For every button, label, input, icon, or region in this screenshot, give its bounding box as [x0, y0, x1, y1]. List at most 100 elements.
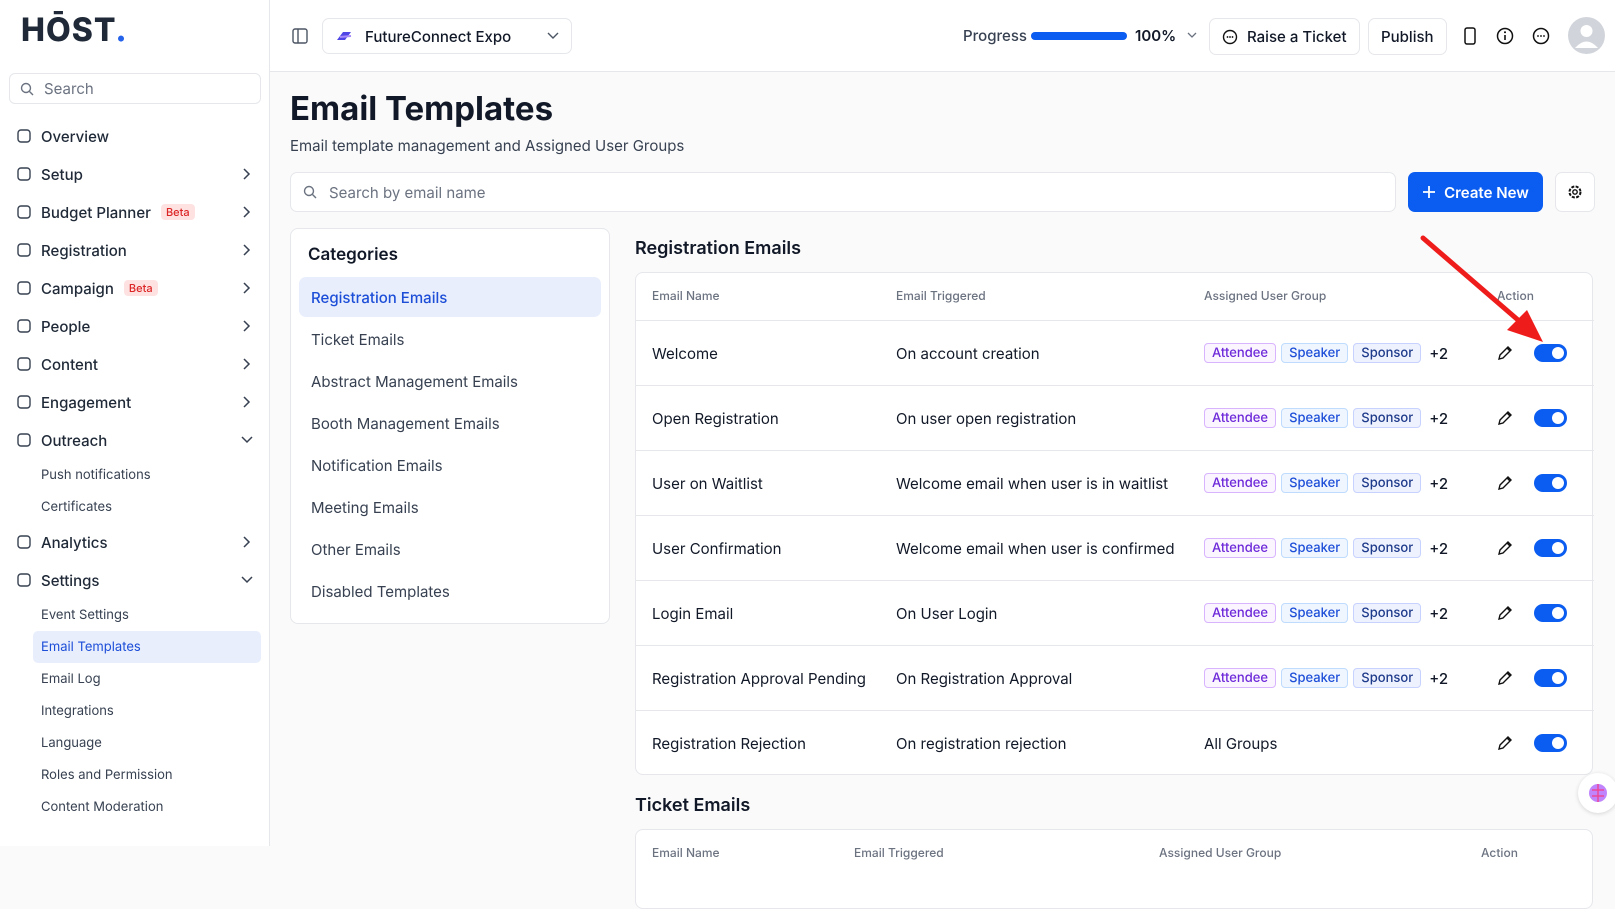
- nav-item[interactable]: Registration: [0, 231, 270, 269]
- email-search[interactable]: Search by email name: [290, 172, 1396, 212]
- assistant-button[interactable]: [1578, 773, 1615, 813]
- nav-icon: [17, 281, 31, 295]
- nav: Overview Setup Budget Planner Beta Registrat…: [0, 117, 270, 823]
- nav-item[interactable]: Analytics: [0, 523, 270, 561]
- mobile-icon[interactable]: [1463, 27, 1477, 45]
- nav-subitem[interactable]: Event Settings: [41, 607, 129, 623]
- nav-item[interactable]: Setup: [0, 155, 270, 193]
- nav-chevron: [243, 358, 251, 370]
- nav-label: Registration: [41, 240, 127, 260]
- group-tag: Speaker: [1281, 343, 1349, 363]
- category-item[interactable]: Notification Emails: [311, 455, 443, 475]
- category-item[interactable]: Disabled Templates: [311, 581, 450, 601]
- nav-subitem[interactable]: Email Log: [41, 671, 101, 687]
- nav-chevron: [243, 244, 251, 256]
- section-title: Ticket Emails: [635, 795, 751, 816]
- nav-chevron: [241, 436, 253, 444]
- publish-text: Publish: [1381, 27, 1434, 46]
- status-toggle[interactable]: [1534, 539, 1567, 557]
- column-header: Action: [1497, 288, 1534, 303]
- group-tag: Speaker: [1281, 473, 1349, 493]
- nav-chevron: [243, 168, 251, 180]
- nav-subitem[interactable]: Content Moderation: [41, 799, 164, 815]
- nav-item[interactable]: Settings: [0, 561, 270, 599]
- table-row: Registration Approval Pending On Registra…: [636, 645, 1594, 710]
- nav-subitem[interactable]: Email Templates: [33, 631, 261, 663]
- category-item[interactable]: Other Emails: [311, 539, 401, 559]
- sidebar-toggle[interactable]: [292, 28, 308, 44]
- nav-item[interactable]: Engagement: [0, 383, 270, 421]
- table-row: User on Waitlist Welcome email when user …: [636, 450, 1594, 515]
- nav-item[interactable]: Budget Planner Beta: [0, 193, 270, 231]
- edit-button[interactable]: [1497, 605, 1513, 621]
- edit-button[interactable]: [1497, 410, 1513, 426]
- table-row: Open Registration On user open registrati…: [636, 385, 1594, 450]
- nav-item[interactable]: Outreach: [0, 421, 270, 459]
- email-name: Registration Approval Pending: [652, 668, 866, 688]
- edit-button[interactable]: [1497, 670, 1513, 686]
- nav-badge: Beta: [123, 280, 158, 296]
- column-header: Email Triggered: [896, 288, 986, 303]
- nav-subitem[interactable]: Roles and Permission: [41, 767, 173, 783]
- info-icon[interactable]: [1496, 27, 1514, 45]
- logo-dot: .: [115, 10, 128, 49]
- page-title: Email Templates: [290, 88, 554, 128]
- nav-label: Setup: [41, 164, 83, 184]
- category-item[interactable]: Registration Emails: [299, 277, 601, 317]
- nav-item[interactable]: Content: [0, 345, 270, 383]
- nav-badge: Beta: [160, 204, 195, 220]
- event-selector[interactable]: FutureConnect Expo: [322, 18, 572, 54]
- nav-subitem[interactable]: Integrations: [41, 703, 114, 719]
- category-item[interactable]: Ticket Emails: [311, 329, 405, 349]
- progress-chevron[interactable]: [1187, 32, 1197, 39]
- table-row: Registration Rejection On registration re…: [636, 710, 1594, 775]
- group-text: All Groups: [1204, 733, 1278, 753]
- nav-icon: [17, 535, 31, 549]
- edit-button[interactable]: [1497, 345, 1513, 361]
- edit-button[interactable]: [1497, 475, 1513, 491]
- user-groups: All Groups: [1204, 734, 1277, 753]
- email-table: Email Name Email Triggered Assigned User G…: [635, 829, 1593, 909]
- raise-ticket-button[interactable]: Raise a Ticket: [1209, 18, 1360, 55]
- sidebar-search[interactable]: Search: [9, 73, 261, 104]
- edit-button[interactable]: [1497, 540, 1513, 556]
- nav-subitem[interactable]: Certificates: [41, 499, 112, 515]
- create-new-button[interactable]: Create New: [1408, 172, 1543, 212]
- category-item[interactable]: Meeting Emails: [311, 497, 419, 517]
- nav-subitem[interactable]: Push notifications: [41, 467, 151, 483]
- group-tag: Speaker: [1281, 408, 1349, 428]
- nav-chevron: [241, 576, 253, 584]
- nav-children: Push notifications Certificates: [24, 459, 270, 523]
- category-item[interactable]: Booth Management Emails: [311, 413, 500, 433]
- status-toggle[interactable]: [1534, 669, 1567, 687]
- category-item[interactable]: Abstract Management Emails: [311, 371, 518, 391]
- status-toggle[interactable]: [1534, 409, 1567, 427]
- email-name: Registration Rejection: [652, 733, 807, 753]
- nav-chevron: [243, 282, 251, 294]
- table-row: User Confirmation Welcome email when user…: [636, 515, 1594, 580]
- status-toggle[interactable]: [1534, 474, 1567, 492]
- group-tag: Attendee: [1204, 343, 1277, 363]
- publish-button[interactable]: Publish: [1368, 18, 1447, 55]
- nav-label: Analytics: [41, 532, 108, 552]
- avatar[interactable]: [1568, 17, 1605, 54]
- status-toggle[interactable]: [1534, 734, 1567, 752]
- nav-item[interactable]: People: [0, 307, 270, 345]
- settings-button[interactable]: [1555, 172, 1595, 212]
- column-header: Email Triggered: [854, 845, 944, 860]
- status-toggle[interactable]: [1534, 344, 1567, 362]
- group-more: +2: [1429, 408, 1449, 428]
- group-more: +2: [1429, 473, 1449, 493]
- group-tag: Sponsor: [1353, 668, 1422, 688]
- status-toggle[interactable]: [1534, 604, 1567, 622]
- nav-chevron: [243, 320, 251, 332]
- chat-icon[interactable]: [1532, 27, 1550, 45]
- nav-subitem[interactable]: Language: [41, 735, 102, 751]
- nav-item[interactable]: Campaign Beta: [0, 269, 270, 307]
- event-name: FutureConnect Expo: [365, 26, 512, 46]
- nav-item[interactable]: Overview: [0, 117, 270, 155]
- group-tag: Sponsor: [1353, 473, 1422, 493]
- nav-chevron: [243, 536, 251, 548]
- edit-button[interactable]: [1497, 735, 1513, 751]
